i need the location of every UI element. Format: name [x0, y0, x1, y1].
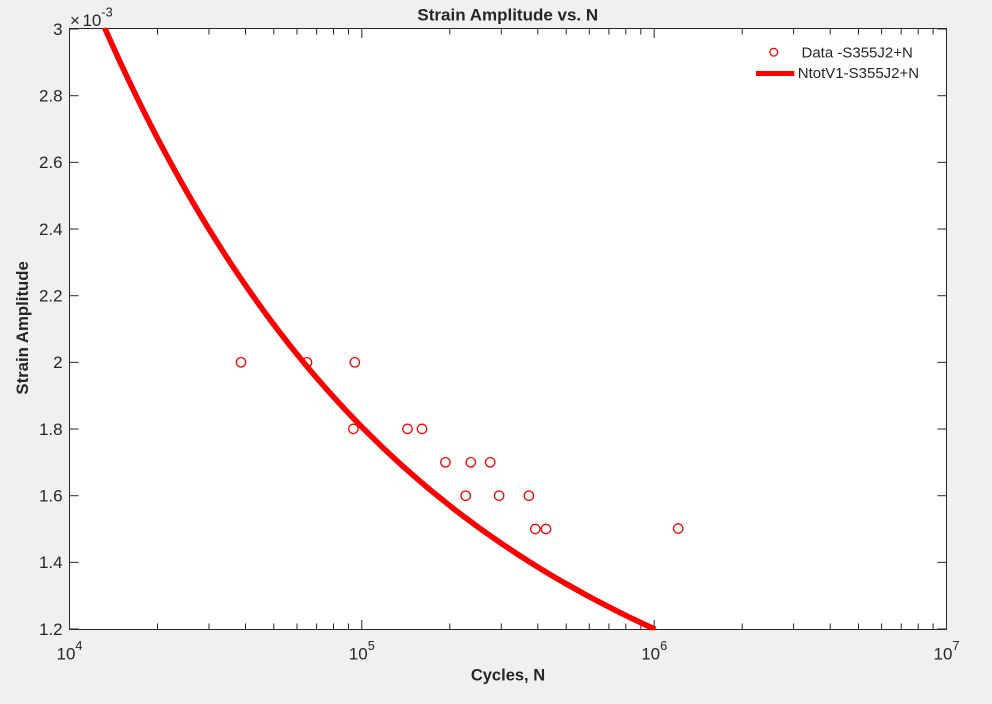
svg-text:1.2: 1.2 [39, 620, 63, 639]
svg-text:×10-3: × 10-3 [70, 4, 113, 30]
svg-text:105: 105 [349, 638, 375, 664]
svg-text:Strain Amplitude vs. N: Strain Amplitude vs. N [417, 6, 598, 25]
svg-text:2: 2 [53, 353, 62, 372]
svg-text:2.8: 2.8 [39, 87, 63, 106]
svg-text:Data -S355J2+N: Data -S355J2+N [802, 44, 913, 61]
svg-text:2.6: 2.6 [39, 153, 63, 172]
svg-text:104: 104 [56, 638, 82, 664]
svg-text:Cycles, N: Cycles, N [471, 667, 545, 685]
svg-text:1.8: 1.8 [39, 420, 63, 439]
svg-text:2.2: 2.2 [39, 287, 63, 306]
svg-text:NtotV1-S355J2+N: NtotV1-S355J2+N [798, 65, 919, 82]
svg-text:Strain Amplitude: Strain Amplitude [13, 261, 32, 394]
svg-text:106: 106 [641, 638, 667, 664]
svg-text:1.6: 1.6 [39, 487, 63, 506]
svg-text:2.4: 2.4 [39, 220, 63, 239]
svg-text:1.4: 1.4 [39, 553, 63, 572]
svg-text:3: 3 [53, 20, 62, 39]
svg-text:107: 107 [933, 638, 959, 664]
